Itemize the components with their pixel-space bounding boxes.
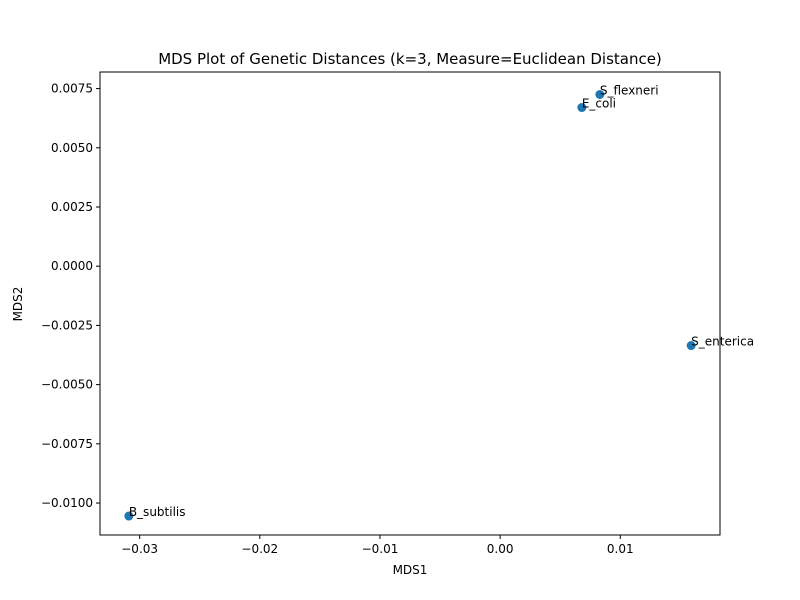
point-label: B_subtilis [129, 505, 186, 519]
x-tick-label: 0.01 [607, 542, 634, 556]
point-label: S_flexneri [600, 83, 659, 97]
x-tick-label: −0.02 [241, 542, 278, 556]
y-tick-label: 0.0075 [51, 82, 93, 96]
data-point [124, 511, 134, 521]
point-label: E_coli [582, 97, 616, 111]
point-label: S_enterica [691, 335, 754, 349]
y-tick-label: 0.0050 [51, 141, 93, 155]
y-tick-label: 0.0025 [51, 200, 93, 214]
x-tick-label: −0.01 [362, 542, 399, 556]
x-axis-label: MDS1 [393, 563, 428, 577]
x-axis: −0.03 −0.02 −0.01 0.00 0.01 [121, 535, 634, 556]
y-axis-label: MDS2 [11, 287, 25, 322]
x-tick-label: 0.00 [487, 542, 514, 556]
chart-title: MDS Plot of Genetic Distances (k=3, Meas… [158, 50, 662, 68]
y-axis: 0.0075 0.0050 0.0025 0.0000 −0.0025 −0.0050 −0… [41, 82, 100, 510]
y-tick-label: −0.0050 [41, 378, 93, 392]
y-tick-label: −0.0075 [41, 437, 93, 451]
plot-frame [99, 71, 721, 536]
y-tick-label: −0.0025 [41, 318, 93, 332]
x-tick-label: −0.03 [121, 542, 158, 556]
data-point [577, 103, 587, 113]
y-tick-label: −0.0100 [41, 496, 93, 510]
data-point [686, 341, 696, 351]
data-point [595, 89, 605, 99]
y-tick-label: 0.0000 [51, 259, 93, 273]
